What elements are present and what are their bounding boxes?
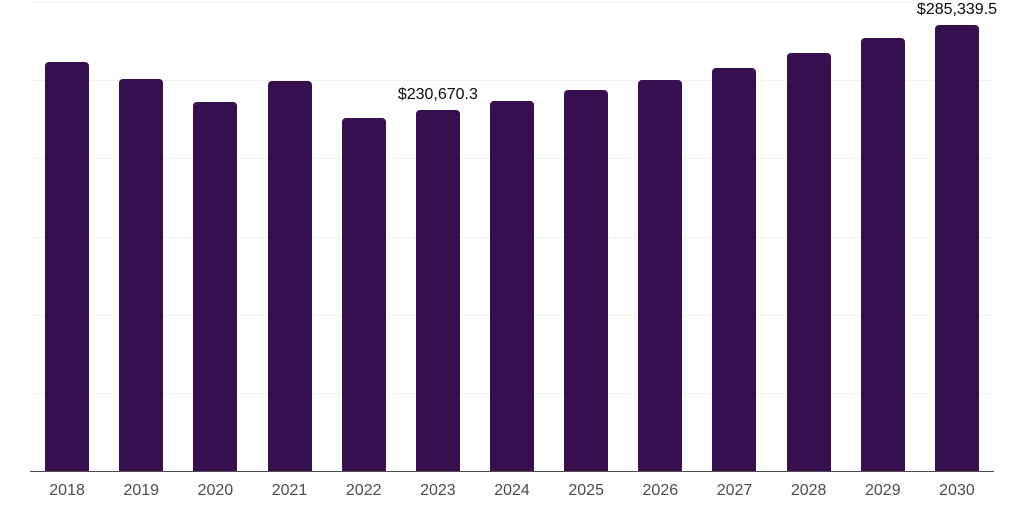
bar-slot-2025: [549, 2, 623, 471]
x-tick-2027: 2027: [716, 482, 753, 499]
bar-2026[interactable]: [638, 80, 683, 471]
x-tick-2022: 2022: [345, 482, 382, 499]
bar-slot-2028: [772, 2, 846, 471]
bar-slot-2020: [178, 2, 252, 471]
bar-2021[interactable]: [267, 80, 312, 471]
x-tick-2030: 2030: [939, 482, 975, 499]
value-label-2030: $285,339.5: [916, 0, 997, 18]
x-axis: 2018 2019 2020 2021 2022 2023 2024 2025 2026 2027…: [30, 481, 994, 500]
bar-2019[interactable]: [119, 79, 164, 471]
bar-2020[interactable]: [193, 102, 238, 471]
x-tick-2020: 2020: [197, 482, 234, 499]
bar-2028[interactable]: [786, 53, 831, 471]
bar-2029[interactable]: [860, 38, 905, 471]
bar-slot-2022: [327, 2, 401, 471]
bar-2030[interactable]: [934, 24, 979, 471]
x-tick-2018: 2018: [49, 482, 85, 499]
bar-slot-2026: [623, 2, 697, 471]
bar-2027[interactable]: [712, 68, 757, 471]
x-tick-2028: 2028: [790, 482, 827, 499]
x-tick-2025: 2025: [568, 482, 604, 499]
plot-area: $230,670.3 $285,339.5: [30, 0, 997, 472]
bar-slot-2018: [30, 2, 104, 471]
bar-2023[interactable]: [415, 110, 460, 471]
x-tick-2023: 2023: [420, 482, 456, 499]
x-tick-2026: 2026: [642, 482, 679, 499]
bar-slot-2021: [252, 2, 326, 471]
x-tick-2019: 2019: [123, 482, 160, 499]
bar-2018[interactable]: [45, 62, 90, 471]
bar-slot-2030: $285,339.5: [916, 0, 997, 471]
bars-container: $230,670.3 $285,339.5: [30, 0, 997, 471]
value-label-2023: $230,670.3: [397, 86, 478, 104]
bar-slot-2023: $230,670.3: [397, 2, 478, 471]
bar-2025[interactable]: [564, 90, 609, 471]
bar-2024[interactable]: [490, 101, 535, 471]
bar-2022[interactable]: [341, 118, 386, 471]
x-tick-2024: 2024: [494, 482, 530, 499]
bar-slot-2019: [104, 2, 178, 471]
bar-slot-2029: [846, 2, 920, 471]
gridline: [30, 80, 994, 81]
x-tick-2029: 2029: [865, 482, 901, 499]
bar-slot-2027: [697, 2, 771, 471]
bar-slot-2024: [475, 2, 549, 471]
x-tick-2021: 2021: [271, 482, 308, 499]
gridline: [30, 2, 994, 3]
